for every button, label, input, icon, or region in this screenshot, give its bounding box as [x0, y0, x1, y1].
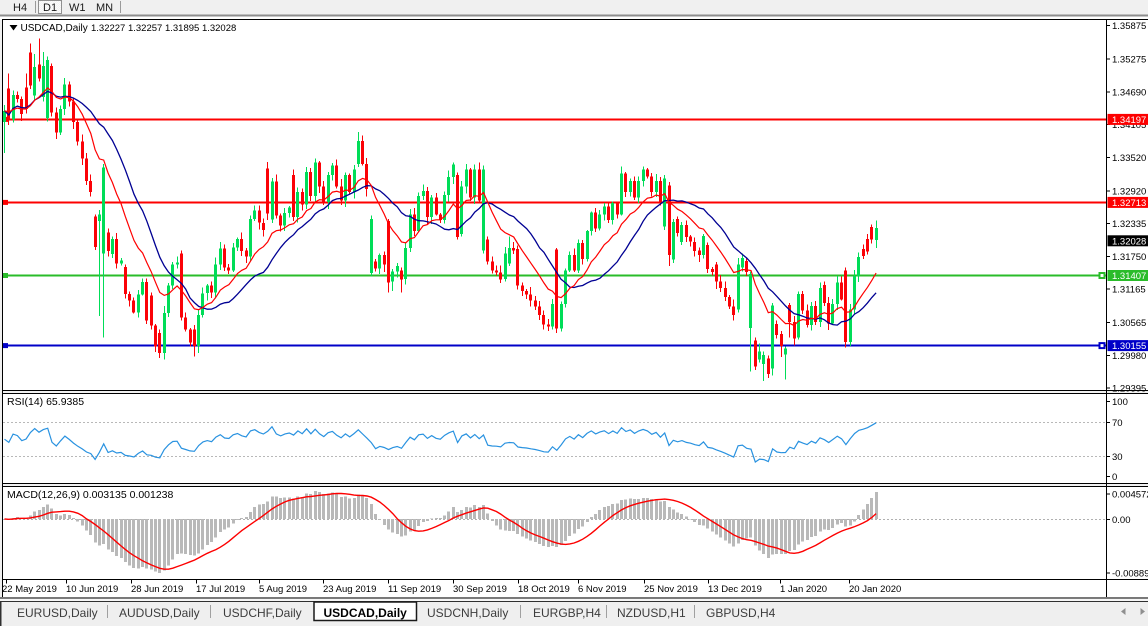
svg-text:D1: D1 [43, 2, 57, 14]
svg-text:25 Nov 2019: 25 Nov 2019 [644, 584, 698, 595]
svg-text:1.31165: 1.31165 [1112, 285, 1146, 296]
svg-text:1 Jan 2020: 1 Jan 2020 [780, 584, 827, 595]
svg-text:USDCAD,Daily: USDCAD,Daily [324, 606, 408, 620]
svg-text:1.29395: 1.29395 [1112, 384, 1146, 395]
svg-text:0: 0 [1112, 472, 1117, 483]
svg-text:1.35875: 1.35875 [1112, 21, 1146, 32]
svg-text:1.34690: 1.34690 [1112, 87, 1146, 98]
svg-text:13 Dec 2019: 13 Dec 2019 [708, 584, 762, 595]
svg-text:GBPUSD,H4: GBPUSD,H4 [706, 606, 776, 620]
svg-text:6 Nov 2019: 6 Nov 2019 [578, 584, 627, 595]
svg-text:1.32335: 1.32335 [1112, 219, 1146, 230]
svg-text:1.30155: 1.30155 [1112, 341, 1146, 352]
svg-text:1.35275: 1.35275 [1112, 55, 1146, 66]
svg-text:AUDUSD,Daily: AUDUSD,Daily [119, 606, 200, 620]
svg-text:100: 100 [1112, 397, 1128, 408]
svg-text:22 May 2019: 22 May 2019 [2, 584, 57, 595]
svg-text:1.34105: 1.34105 [1112, 120, 1146, 131]
svg-text:28 Jun 2019: 28 Jun 2019 [131, 584, 183, 595]
svg-text:RSI(14) 65.9385: RSI(14) 65.9385 [7, 396, 84, 408]
svg-text:1.34197: 1.34197 [1112, 115, 1146, 126]
svg-text:70: 70 [1112, 418, 1123, 429]
svg-text:1.31407: 1.31407 [1112, 271, 1146, 282]
svg-text:0.004572: 0.004572 [1112, 490, 1148, 501]
svg-text:EURGBP,H4: EURGBP,H4 [533, 606, 601, 620]
svg-text:0.00: 0.00 [1112, 515, 1131, 526]
svg-text:MN: MN [96, 2, 113, 14]
svg-text:18 Oct 2019: 18 Oct 2019 [518, 584, 570, 595]
svg-text:17 Jul 2019: 17 Jul 2019 [196, 584, 245, 595]
svg-text:USDCAD,Daily: USDCAD,Daily [21, 23, 88, 34]
svg-text:1.32028: 1.32028 [1112, 236, 1146, 247]
svg-text:30: 30 [1112, 452, 1123, 463]
svg-text:20 Jan 2020: 20 Jan 2020 [849, 584, 901, 595]
svg-text:1.31750: 1.31750 [1112, 252, 1146, 263]
svg-text:23 Aug 2019: 23 Aug 2019 [323, 584, 376, 595]
svg-text:1.30565: 1.30565 [1112, 318, 1146, 329]
svg-text:MACD(12,26,9) 0.003135 0.00123: MACD(12,26,9) 0.003135 0.001238 [7, 489, 174, 501]
svg-text:USDCHF,Daily: USDCHF,Daily [223, 606, 302, 620]
svg-text:NZDUSD,H1: NZDUSD,H1 [617, 606, 686, 620]
svg-text:5 Aug 2019: 5 Aug 2019 [259, 584, 307, 595]
svg-text:1.33520: 1.33520 [1112, 153, 1146, 164]
svg-text:30 Sep 2019: 30 Sep 2019 [453, 584, 507, 595]
svg-text:W1: W1 [69, 2, 86, 14]
svg-text:H4: H4 [13, 2, 27, 14]
svg-text:10 Jun 2019: 10 Jun 2019 [66, 584, 118, 595]
svg-text:1.29980: 1.29980 [1112, 351, 1146, 362]
svg-text:11 Sep 2019: 11 Sep 2019 [388, 584, 441, 595]
svg-text:1.32920: 1.32920 [1112, 186, 1146, 197]
svg-text:1.32227 1.32257 1.31895 1.3202: 1.32227 1.32257 1.31895 1.32028 [91, 23, 236, 34]
svg-text:-0.008893: -0.008893 [1112, 569, 1148, 580]
svg-text:EURUSD,Daily: EURUSD,Daily [17, 606, 98, 620]
svg-text:1.32713: 1.32713 [1112, 198, 1146, 209]
svg-text:USDCNH,Daily: USDCNH,Daily [427, 606, 508, 620]
